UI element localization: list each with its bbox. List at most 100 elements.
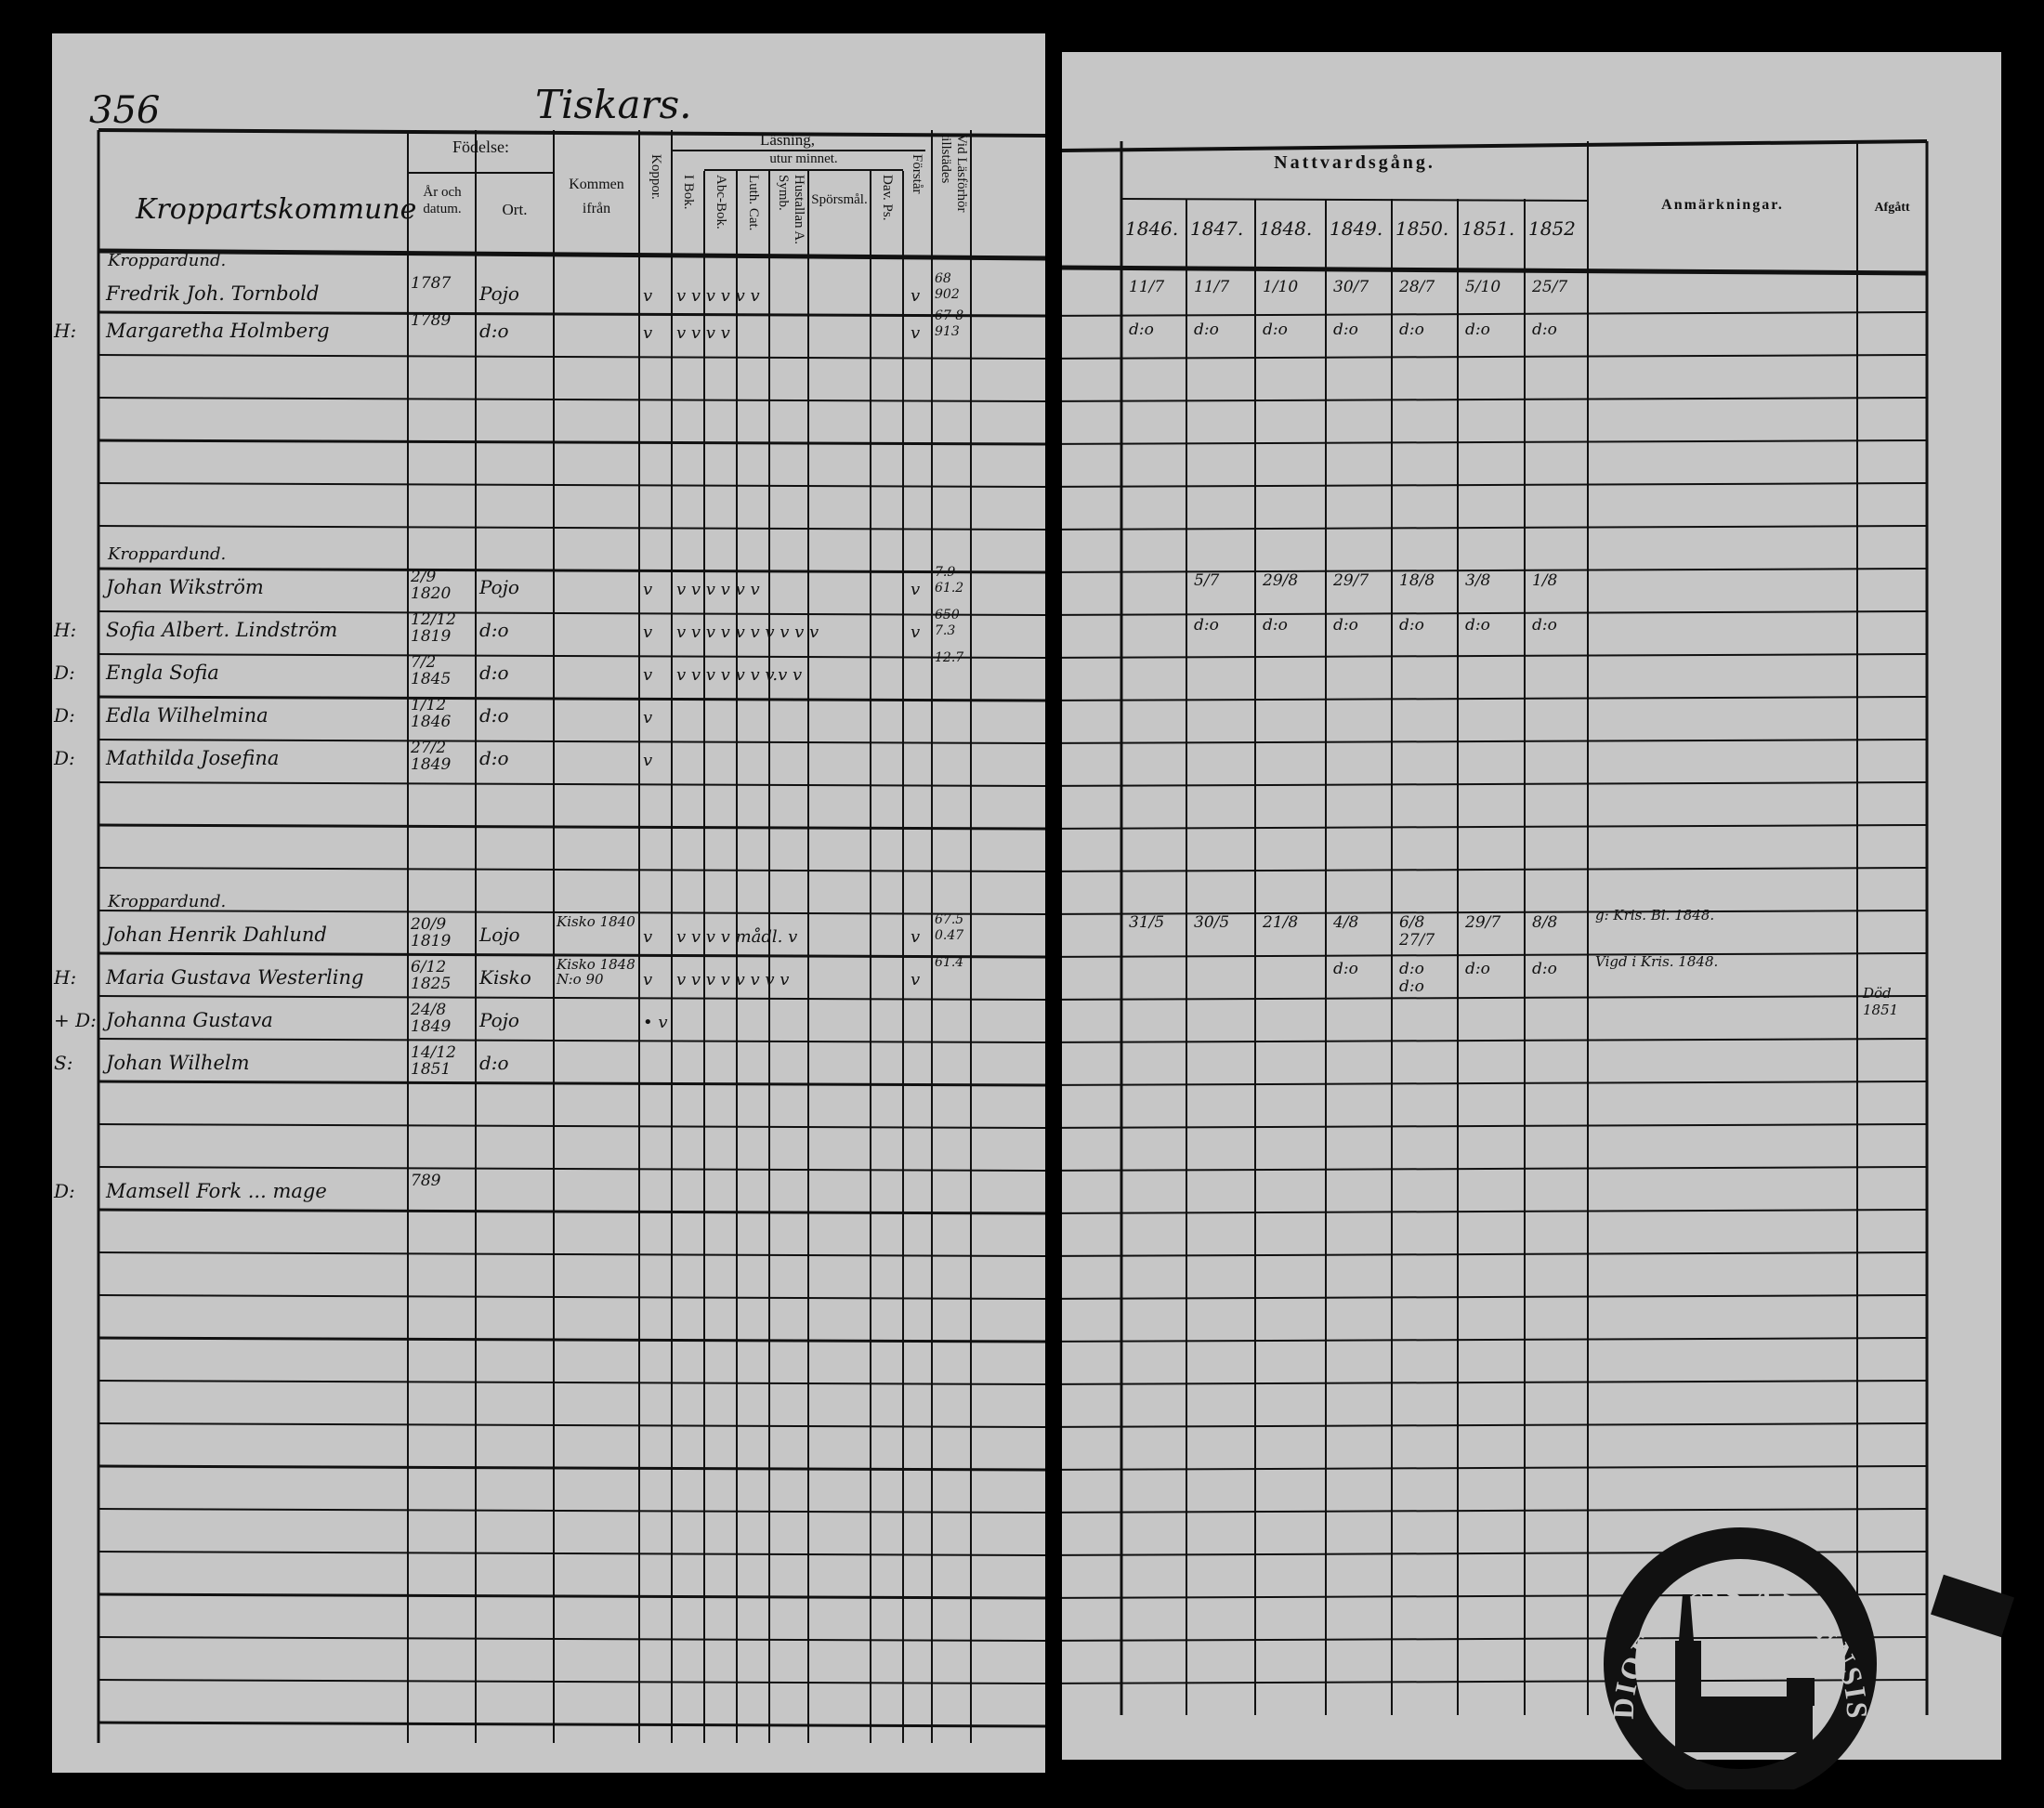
communion-date: d:o — [1465, 616, 1490, 635]
entry-forstar: v — [911, 970, 921, 989]
entry-name: Johanna Gustava — [106, 1009, 273, 1031]
row-rule — [98, 310, 1045, 318]
group-label: Kroppardund. — [108, 544, 227, 564]
anmarkningar-header: Anmärkningar. — [1661, 197, 1784, 213]
communion-date: 5/7 — [1194, 571, 1220, 590]
entry-reading-marks: v v v v mådl. v — [676, 927, 798, 947]
entry-reading-marks: v v v v v v — [676, 580, 760, 599]
entry-prefix: H: — [54, 966, 77, 989]
entry-koppor: v — [643, 751, 653, 770]
entry-prefix: H: — [54, 320, 77, 342]
entry-reading-marks: v v v v v v v v — [676, 970, 790, 989]
row-rule — [1062, 867, 1928, 872]
communion-date: d:o — [1263, 616, 1288, 635]
entry-name: Mathilda Josefina — [106, 747, 280, 769]
vid-lasforhor-header: Vid Läsförhör tillstädes — [938, 134, 969, 213]
year-row-rule — [1120, 198, 1589, 202]
row-rule — [98, 1380, 1045, 1385]
luth-cat-header: Luth. Cat. — [746, 175, 761, 231]
row-rule — [1062, 1251, 1928, 1257]
row-rule — [1062, 910, 1928, 915]
communion-date: 1/10 — [1263, 278, 1299, 296]
row-rule — [1062, 1465, 1928, 1471]
entry-birth-date: 24/8 1849 — [411, 1001, 452, 1036]
entry-birth-place: Pojo — [479, 1009, 519, 1031]
entry-birth-date: 27/2 1849 — [411, 739, 452, 774]
entry-forstar: v — [911, 580, 921, 599]
row-rule — [1062, 696, 1928, 701]
entry-birth-date: 1787 — [411, 274, 452, 293]
entry-forstar: v — [911, 927, 921, 947]
communion-date: 18/8 — [1399, 571, 1435, 590]
entry-koppor: v — [643, 580, 653, 599]
entry-birth-date: 6/12 1825 — [411, 958, 452, 993]
row-rule — [98, 695, 1045, 702]
entry-attended: 7.9 61.2 — [935, 565, 964, 596]
village-title: Tiskars. — [535, 82, 692, 127]
kommen-ifran-header: Kommen ifrån — [569, 177, 624, 216]
row-rule — [98, 439, 1045, 446]
row-rule — [98, 995, 1045, 1001]
entry-attended: 650 7.3 — [935, 608, 960, 638]
right-table-grid — [1062, 139, 1929, 1715]
row-rule — [98, 1679, 1045, 1684]
row-rule — [1062, 824, 1928, 830]
entry-prefix: D: — [54, 704, 75, 727]
entry-name: Margaretha Holmberg — [106, 320, 330, 342]
communion-date: 1/8 — [1532, 571, 1558, 590]
row-rule — [1062, 1337, 1928, 1343]
row-rule — [1062, 1123, 1928, 1129]
communion-date: 29/7 — [1465, 913, 1501, 932]
fodelse-header: Födelse: — [452, 138, 509, 156]
year-header-1846: 1846. — [1125, 217, 1179, 240]
entry-attended: 68 902 — [935, 271, 960, 302]
row-rule — [98, 1721, 1045, 1728]
entry-prefix: D: — [54, 1180, 75, 1202]
table-top-rule — [98, 128, 1045, 138]
communion-date: 28/7 — [1399, 278, 1435, 296]
entry-birth-date: 1789 — [411, 311, 452, 330]
entry-prefix: + D: — [54, 1009, 97, 1031]
row-rule — [98, 1166, 1045, 1172]
entry-attended: 12.7 — [935, 650, 964, 665]
i-bok-header: I Bok. — [681, 175, 696, 210]
row-rule — [1062, 568, 1928, 573]
entry-koppor: v — [643, 286, 653, 306]
year-header-1848: 1848. — [1259, 217, 1313, 240]
entry-prefix: H: — [54, 619, 77, 641]
entry-birth-date: 7/2 1845 — [411, 653, 452, 688]
remark: g: Kris. Bl. 1848. — [1595, 907, 1715, 924]
forstar-header: Förstår — [910, 154, 924, 194]
entry-prefix: D: — [54, 747, 75, 769]
row-rule — [98, 1251, 1045, 1257]
row-rule — [98, 781, 1045, 787]
communion-date: d:o — [1333, 616, 1358, 635]
entry-koppor: v — [643, 970, 653, 989]
row-rule — [98, 910, 1045, 915]
row-rule — [1062, 1038, 1928, 1043]
right-page: Nattvardsgång. 1846. 1847. 1848. 1849. 1850.… — [1062, 52, 2014, 1789]
communion-date: 5/10 — [1465, 278, 1501, 296]
row-rule — [1062, 525, 1928, 531]
communion-date: 21/8 — [1263, 913, 1299, 932]
row-rule — [98, 1508, 1045, 1513]
row-rule — [98, 1123, 1045, 1129]
communion-date: 4/8 — [1333, 913, 1359, 932]
row-rule — [98, 354, 1045, 360]
abc-bok-header: Abc-Bok. — [714, 175, 728, 229]
row-rule — [98, 567, 1045, 574]
entry-reading-marks: v v v v v v — [676, 286, 760, 306]
entry-name: Johan Wikström — [106, 576, 264, 598]
entry-birth-date: 2/9 1820 — [411, 568, 452, 603]
row-rule — [98, 1208, 1045, 1215]
row-rule — [98, 1551, 1045, 1556]
communion-date: 30/7 — [1333, 278, 1369, 296]
year-header-1851: 1851. — [1461, 217, 1515, 240]
communion-date: d:o d:o — [1399, 960, 1424, 996]
entry-koppor: • v — [643, 1013, 668, 1032]
communion-date: 29/8 — [1263, 571, 1299, 590]
entry-name: Johan Henrik Dahlund — [106, 924, 327, 946]
left-table-grid — [97, 128, 1045, 1743]
communion-date: d:o — [1532, 616, 1557, 635]
row-rule — [1062, 1679, 1928, 1684]
